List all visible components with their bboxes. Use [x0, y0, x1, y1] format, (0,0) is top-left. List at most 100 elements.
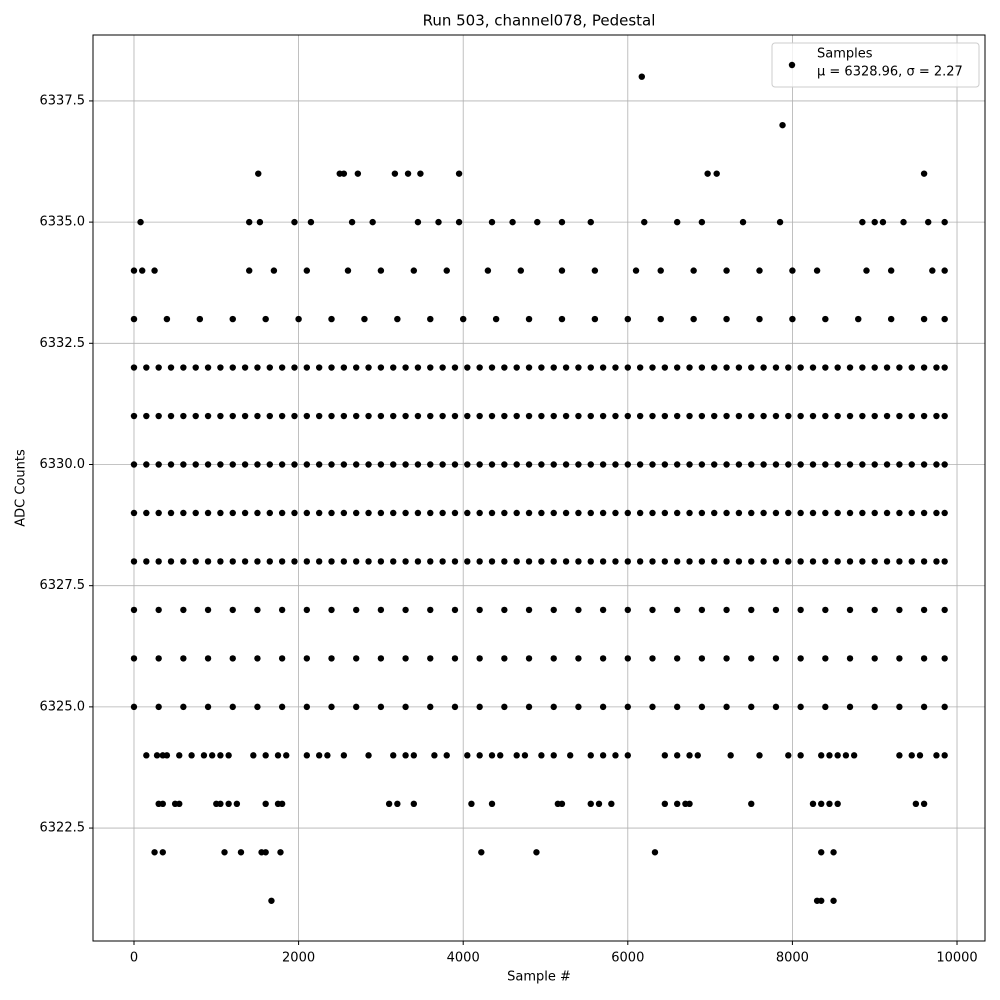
- point: [941, 364, 948, 371]
- point: [513, 509, 520, 517]
- point: [204, 412, 212, 420]
- point: [624, 558, 632, 565]
- point: [361, 315, 368, 323]
- point: [713, 170, 720, 177]
- point: [340, 461, 348, 468]
- point: [266, 461, 273, 468]
- point: [394, 315, 401, 323]
- point: [863, 267, 870, 274]
- point: [562, 509, 570, 517]
- x-tick-label: 0: [130, 951, 138, 966]
- point: [859, 509, 866, 517]
- point: [365, 752, 372, 759]
- point: [167, 461, 175, 468]
- point: [315, 509, 323, 517]
- x-tick-label: 6000: [611, 951, 644, 966]
- point: [525, 558, 533, 565]
- point: [451, 703, 459, 711]
- point: [673, 461, 681, 468]
- point: [661, 364, 669, 371]
- point: [427, 606, 434, 614]
- point: [809, 412, 817, 420]
- point: [130, 558, 138, 565]
- point: [779, 121, 786, 129]
- point: [723, 558, 730, 565]
- point: [455, 170, 463, 177]
- point: [143, 364, 150, 371]
- point: [933, 412, 940, 420]
- point: [723, 655, 730, 662]
- point: [340, 412, 348, 420]
- point: [624, 315, 632, 323]
- point: [599, 461, 607, 468]
- point: [941, 655, 948, 662]
- legend-box: [771, 42, 980, 88]
- point: [735, 364, 743, 371]
- point: [859, 412, 866, 420]
- point: [587, 364, 594, 371]
- point: [353, 461, 360, 468]
- point: [686, 461, 693, 468]
- point: [822, 364, 829, 371]
- point: [818, 849, 825, 856]
- point: [538, 461, 545, 468]
- point: [587, 509, 594, 517]
- point: [698, 558, 706, 565]
- point: [414, 218, 422, 226]
- point: [217, 509, 224, 517]
- point: [525, 606, 533, 614]
- point: [690, 267, 697, 274]
- point: [711, 461, 718, 468]
- point: [813, 267, 821, 274]
- point: [562, 558, 570, 565]
- point: [772, 558, 780, 565]
- point: [254, 558, 261, 565]
- point: [822, 655, 829, 662]
- point: [151, 849, 158, 856]
- point: [130, 703, 138, 711]
- point: [155, 703, 162, 711]
- point: [130, 315, 138, 323]
- point: [575, 364, 582, 371]
- point: [850, 752, 858, 759]
- point: [143, 461, 150, 468]
- point: [390, 558, 397, 565]
- point: [328, 606, 335, 614]
- point: [822, 412, 829, 420]
- y-tick-label: 6335.0: [40, 215, 86, 230]
- point: [591, 267, 599, 274]
- point: [517, 267, 525, 274]
- point: [723, 606, 730, 614]
- point: [278, 509, 286, 517]
- point: [538, 752, 545, 759]
- point: [649, 703, 656, 711]
- point: [255, 170, 262, 177]
- point: [941, 558, 948, 565]
- point: [834, 558, 841, 565]
- plot-frame: [92, 34, 986, 942]
- point: [365, 509, 372, 517]
- point: [933, 509, 940, 517]
- point: [920, 655, 928, 662]
- point: [390, 461, 397, 468]
- point: [278, 364, 286, 371]
- point: [599, 364, 607, 371]
- legend: Samples μ = 6328.96, σ = 2.27: [771, 42, 980, 88]
- point: [241, 509, 249, 517]
- point: [509, 218, 516, 226]
- point: [439, 558, 446, 565]
- point: [871, 461, 878, 468]
- point: [180, 461, 187, 468]
- point: [365, 364, 372, 371]
- point: [558, 267, 566, 274]
- point: [353, 703, 360, 711]
- point: [390, 412, 397, 420]
- point: [785, 461, 792, 468]
- point: [402, 558, 409, 565]
- point: [414, 364, 422, 371]
- point: [501, 703, 508, 711]
- point: [756, 315, 763, 323]
- point: [941, 703, 948, 711]
- point: [673, 800, 681, 808]
- point: [192, 412, 199, 420]
